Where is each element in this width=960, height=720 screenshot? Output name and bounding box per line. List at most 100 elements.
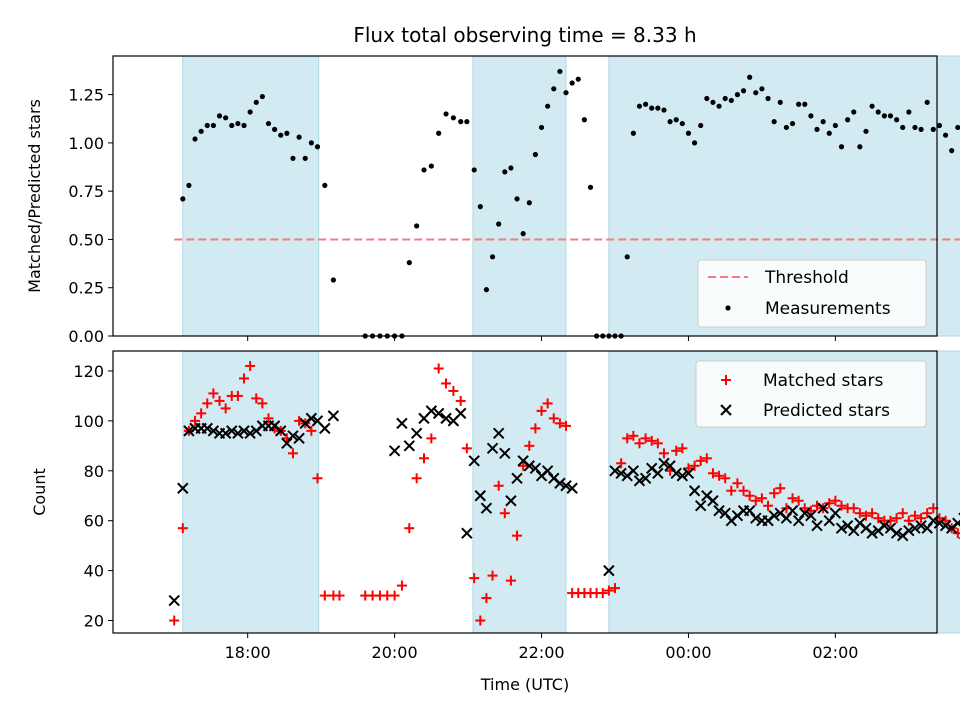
predicted-marker-b — [480, 502, 493, 514]
predicted-marker-b — [707, 495, 719, 507]
bottom-y-tick-label: 40 — [84, 562, 104, 581]
matched-star-point — [512, 530, 523, 541]
predicted-marker-b — [305, 412, 318, 425]
measurement-point — [838, 144, 845, 150]
measurement-point — [241, 122, 247, 129]
matched-star-point — [554, 418, 565, 429]
measurement-point — [783, 124, 790, 131]
bottom-y-tick-label: 100 — [73, 412, 104, 431]
matched-star-point — [854, 508, 865, 519]
predicted-marker-b — [878, 519, 891, 532]
measurement-point — [802, 101, 808, 107]
matched-star-point — [411, 473, 422, 484]
matched-star-point — [202, 398, 213, 409]
predicted-marker-b — [952, 519, 960, 529]
predicted-star-point — [750, 512, 762, 524]
measurement-point — [265, 120, 272, 127]
legend-measurements-label: Measurements — [765, 299, 891, 319]
shade-layer — [182, 55, 960, 634]
predicted-marker-b — [499, 447, 511, 460]
predicted-star-point — [523, 460, 535, 472]
matched-star-point — [433, 363, 444, 374]
predicted-star-point — [799, 507, 811, 519]
matched-star-point — [493, 480, 504, 491]
matched-star-point — [891, 513, 902, 524]
predicted-star-point — [492, 427, 505, 440]
legend-layer: Threshold Measurements Matched stars Predic… — [695, 259, 927, 428]
text-layer: 18:0020:0022:0000:0002:0004:000.000.250.… — [25, 23, 960, 694]
measurement-point — [820, 119, 826, 125]
predicted-star-point — [238, 425, 250, 437]
matched-star-point — [214, 395, 225, 406]
predicted-marker-b — [701, 490, 713, 502]
predicted-star-point — [226, 425, 238, 437]
predicted-marker-b — [529, 462, 542, 474]
measurement-point — [691, 140, 698, 146]
measurement-point — [581, 117, 587, 123]
measurement-point — [450, 115, 456, 121]
measurement-point — [887, 113, 894, 119]
predicted-star-point — [474, 490, 487, 502]
measurement-point — [284, 130, 290, 136]
measurement-point — [477, 204, 483, 210]
predicted-star-point — [676, 470, 689, 482]
predicted-marker-b — [719, 507, 731, 519]
matched-star-point — [658, 448, 669, 459]
matched-star-point — [909, 510, 920, 521]
matched-star-point — [426, 433, 437, 444]
matched-star-point — [505, 575, 516, 586]
predicted-marker-b — [670, 467, 682, 479]
measurement-point — [924, 99, 930, 105]
predicted-marker-b — [232, 427, 244, 440]
predicted-star-point — [615, 467, 627, 479]
predicted-marker-b — [287, 430, 299, 442]
matched-star-point — [860, 510, 871, 521]
measurement-point — [322, 182, 328, 188]
predicted-star-point — [219, 427, 232, 440]
matched-star-point — [640, 433, 651, 444]
measurement-point — [436, 130, 442, 136]
predicted-marker-b — [627, 465, 640, 477]
predicted-marker-b — [805, 510, 817, 522]
predicted-star-point — [609, 465, 621, 477]
matched-star-point — [481, 593, 492, 604]
matched-star-point — [750, 495, 761, 506]
predicted-marker-b — [468, 455, 480, 467]
matched-star-point — [518, 460, 529, 471]
measurement-point — [649, 105, 655, 111]
predicted-star-point — [440, 412, 452, 425]
matched-star-point — [455, 395, 466, 406]
measurement-point — [765, 95, 771, 102]
legend-predicted-label: Predicted stars — [763, 401, 890, 421]
measurement-point — [624, 254, 630, 260]
matched-star-point — [775, 483, 786, 494]
top-legend-box — [697, 259, 927, 328]
predicted-marker-b — [511, 472, 523, 484]
predicted-star-point — [486, 442, 499, 455]
measurement-point — [545, 103, 551, 109]
matched-star-point — [671, 445, 682, 456]
measurement-point — [575, 76, 581, 82]
matched-star-point — [836, 500, 847, 511]
matched-star-point — [848, 503, 859, 514]
predicted-star-point — [432, 407, 445, 420]
matched-star-point — [239, 373, 250, 384]
measurement-point — [753, 90, 759, 96]
matched-star-point — [793, 495, 804, 506]
measurement-point — [918, 126, 924, 132]
measurement-point — [857, 144, 863, 150]
matched-star-point — [461, 443, 472, 454]
measurement-point — [789, 120, 796, 127]
predicted-marker-b — [866, 527, 878, 539]
predicted-star-point — [829, 507, 842, 519]
measurement-point — [875, 109, 881, 115]
predicted-marker-b — [425, 405, 438, 417]
predicted-marker-b — [658, 457, 670, 470]
measurement-point — [259, 93, 265, 100]
matched-star-point — [744, 490, 755, 501]
measurement-point — [471, 167, 477, 173]
matched-star-point — [677, 443, 688, 454]
predicted-star-point — [305, 412, 318, 425]
predicted-marker-b — [743, 505, 756, 517]
measurement-point — [747, 74, 753, 80]
